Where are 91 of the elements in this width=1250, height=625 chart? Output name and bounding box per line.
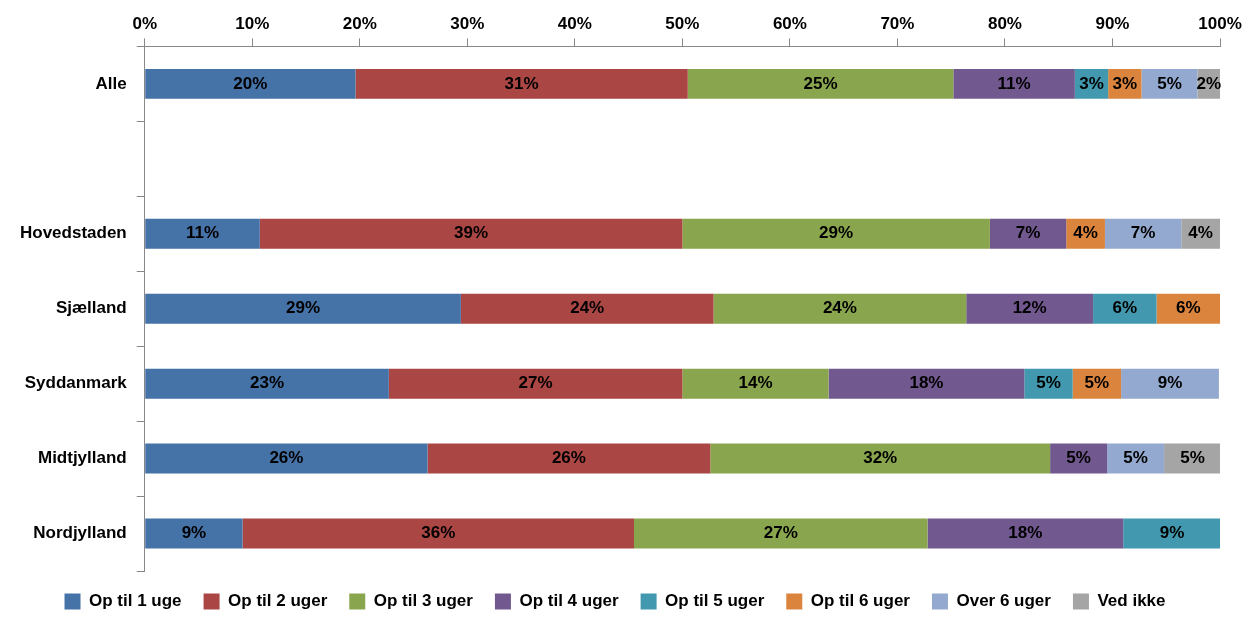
- data-label: 7%: [1015, 223, 1041, 243]
- data-label: 9%: [181, 523, 207, 543]
- bar: [145, 368, 389, 399]
- x-tick-label: 90%: [1095, 13, 1130, 33]
- data-label: 29%: [286, 298, 321, 318]
- y-tick-label: Nordjylland: [33, 523, 127, 543]
- data-label: 18%: [1008, 523, 1043, 543]
- data-label: 39%: [454, 223, 489, 243]
- bar: [966, 293, 1094, 324]
- data-label: 5%: [1123, 448, 1148, 468]
- data-label: 27%: [763, 523, 798, 543]
- x-tick-label: 100%: [1198, 13, 1242, 33]
- x-tick-label: 60%: [772, 13, 807, 33]
- x-tick-label: 30%: [450, 13, 485, 33]
- bar: [145, 218, 260, 249]
- bar: [427, 443, 711, 474]
- bar: [682, 218, 990, 249]
- bar: [953, 68, 1075, 99]
- y-tick-label: Hovedstaden: [20, 223, 127, 243]
- data-label: 26%: [269, 448, 304, 468]
- data-label: 5%: [1180, 448, 1205, 468]
- data-label: 24%: [570, 298, 605, 318]
- bar: [355, 68, 688, 99]
- x-tick-label: 80%: [987, 13, 1022, 33]
- legend-label: Op til 2 uger: [228, 591, 328, 611]
- legend-label: Op til 1 uge: [89, 591, 182, 611]
- x-tick-label: 20%: [342, 13, 377, 33]
- data-label: 6%: [1112, 298, 1138, 318]
- data-label: 14%: [738, 373, 773, 393]
- bar: [460, 293, 714, 324]
- data-label: 27%: [518, 373, 553, 393]
- bar: [687, 68, 954, 99]
- data-label: 4%: [1073, 223, 1098, 243]
- bar: [989, 218, 1067, 249]
- data-label: 5%: [1157, 73, 1182, 93]
- bar: [1123, 518, 1220, 549]
- data-label: 7%: [1130, 223, 1156, 243]
- data-label: 11%: [997, 73, 1031, 93]
- bar: [713, 293, 967, 324]
- data-label: 20%: [233, 73, 268, 93]
- bar: [388, 368, 683, 399]
- data-label: 5%: [1066, 448, 1091, 468]
- y-tick-label: Syddanmark: [24, 373, 128, 393]
- data-label: 26%: [551, 448, 586, 468]
- bar: [682, 368, 829, 399]
- legend-label: Op til 6 uger: [810, 591, 911, 611]
- data-label: 9%: [1157, 373, 1183, 393]
- data-label: 31%: [504, 73, 539, 93]
- bar: [710, 443, 1051, 474]
- legend-label: Over 6 uger: [956, 591, 1052, 611]
- data-label: 5%: [1036, 373, 1061, 393]
- bar: [145, 68, 356, 99]
- data-label: 2%: [1196, 73, 1221, 93]
- data-label: 24%: [822, 298, 857, 318]
- bar: [1104, 218, 1182, 249]
- legend-label: Op til 5 uger: [665, 591, 765, 611]
- data-label: 11%: [185, 223, 220, 243]
- bar: [927, 518, 1124, 549]
- data-label: 29%: [819, 223, 854, 243]
- data-label: 3%: [1079, 73, 1104, 93]
- data-label: 3%: [1112, 73, 1138, 93]
- legend-label: Op til 3 uger: [373, 591, 474, 611]
- data-label: 5%: [1084, 373, 1110, 393]
- data-label: 23%: [250, 373, 285, 393]
- bar: [633, 518, 928, 549]
- y-tick-label: Midtjylland: [37, 448, 127, 468]
- bar: [1121, 368, 1219, 399]
- y-tick-label: Sjælland: [55, 298, 127, 318]
- data-label: 32%: [863, 448, 898, 468]
- x-tick-label: 0%: [132, 13, 158, 33]
- data-label: 12%: [1012, 298, 1047, 318]
- legend-label: Op til 4 uger: [519, 591, 619, 611]
- x-tick-label: 10%: [235, 13, 270, 33]
- data-label: 9%: [1159, 523, 1185, 543]
- y-tick-label: Alle: [95, 73, 127, 93]
- bar: [145, 518, 243, 549]
- legend-label: Ved ikke: [1097, 591, 1166, 611]
- x-tick-label: 50%: [665, 13, 700, 33]
- bar: [145, 443, 428, 474]
- data-label: 18%: [909, 373, 944, 393]
- bar: [145, 293, 461, 324]
- bar: [242, 518, 634, 549]
- data-label: 4%: [1188, 223, 1213, 243]
- bar: [1093, 293, 1157, 324]
- bar: [828, 368, 1025, 399]
- data-label: 6%: [1175, 298, 1201, 318]
- x-tick-label: 70%: [880, 13, 915, 33]
- data-label: 36%: [421, 523, 456, 543]
- bar: [259, 218, 683, 249]
- data-label: 25%: [803, 73, 838, 93]
- x-tick-label: 40%: [557, 13, 592, 33]
